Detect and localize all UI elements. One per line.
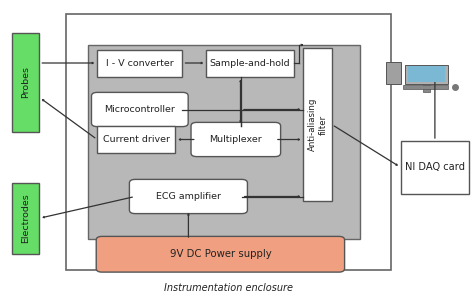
FancyBboxPatch shape [12, 33, 39, 132]
Text: Electrodes: Electrodes [21, 194, 30, 243]
FancyBboxPatch shape [12, 183, 39, 254]
FancyBboxPatch shape [88, 45, 360, 238]
Text: Sample-and-hold: Sample-and-hold [210, 58, 291, 68]
Text: ECG amplifier: ECG amplifier [156, 192, 221, 201]
Text: Instrumentation enclosure: Instrumentation enclosure [164, 283, 293, 293]
FancyBboxPatch shape [405, 64, 448, 84]
Text: NI DAQ card: NI DAQ card [405, 162, 465, 172]
FancyBboxPatch shape [401, 141, 469, 194]
FancyBboxPatch shape [403, 85, 448, 88]
Text: I - V converter: I - V converter [106, 58, 173, 68]
FancyBboxPatch shape [303, 48, 332, 201]
Text: Microcontroller: Microcontroller [104, 105, 175, 114]
FancyBboxPatch shape [97, 50, 182, 76]
FancyBboxPatch shape [96, 236, 345, 272]
Text: Probes: Probes [21, 67, 30, 98]
FancyBboxPatch shape [129, 179, 247, 214]
FancyBboxPatch shape [206, 50, 294, 76]
FancyBboxPatch shape [91, 92, 188, 127]
Text: Current driver: Current driver [103, 135, 170, 144]
Text: 9V DC Power supply: 9V DC Power supply [170, 249, 271, 259]
FancyBboxPatch shape [386, 61, 401, 84]
FancyBboxPatch shape [97, 126, 175, 153]
FancyBboxPatch shape [66, 14, 391, 270]
FancyBboxPatch shape [408, 66, 445, 82]
FancyBboxPatch shape [423, 84, 430, 92]
FancyBboxPatch shape [191, 122, 281, 157]
Text: Anti-aliasing
filter: Anti-aliasing filter [308, 98, 327, 151]
Text: Multiplexer: Multiplexer [210, 135, 262, 144]
